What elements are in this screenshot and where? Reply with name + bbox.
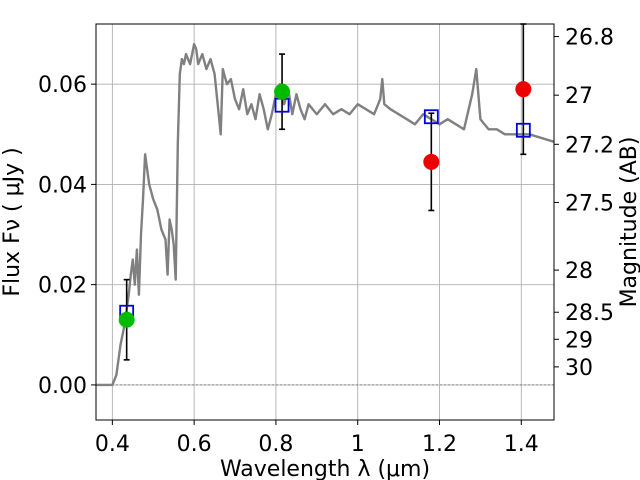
x-tick-label: 0.6 [177,432,212,457]
detected-flux-point [274,83,291,100]
y2-tick-label: 30 [565,356,593,381]
undetected-flux-point [423,153,440,170]
x-axis-label: Wavelength λ (μm) [220,457,430,480]
y2-tick-label: 27.2 [565,133,614,158]
model-spectrum-layer [96,42,554,387]
x-tick-label: 1 [351,432,365,457]
y2-axis-label: Magnitude (AB) [617,137,640,308]
y2-tick-label: 28 [565,259,593,284]
model-photometry-marker [423,109,439,125]
x-tick-label: 1.2 [422,432,457,457]
y-tick-label: 0.06 [38,73,87,98]
y2-tick-label: 27 [565,84,593,109]
x-tick-label: 0.8 [258,432,293,457]
y2-tick-label: 28.5 [565,301,614,326]
axis-ticks: 0.4 0.6 0.8 1 1.2 1.4 0.00 0.02 0.04 0.06 26.8 27 27… [38,26,614,457]
y2-tick-label: 29 [565,328,593,353]
y-tick-label: 0.02 [38,274,87,299]
y2-tick-label: 26.8 [565,26,614,51]
x-tick-label: 1.4 [504,432,539,457]
y-tick-label: 0.04 [38,173,87,198]
model-spectrum-line [96,42,554,387]
y-axis-label: Flux Fν ( μJy ) [0,147,25,296]
plot-frame [95,23,555,421]
detected-flux-point [118,311,135,328]
x-tick-label: 0.4 [95,432,130,457]
undetected-flux-point [515,81,532,98]
y-tick-label: 0.00 [38,374,87,399]
model-photometry-marker [515,122,531,138]
y2-tick-label: 27.5 [565,191,614,216]
photometry-points [118,23,532,361]
